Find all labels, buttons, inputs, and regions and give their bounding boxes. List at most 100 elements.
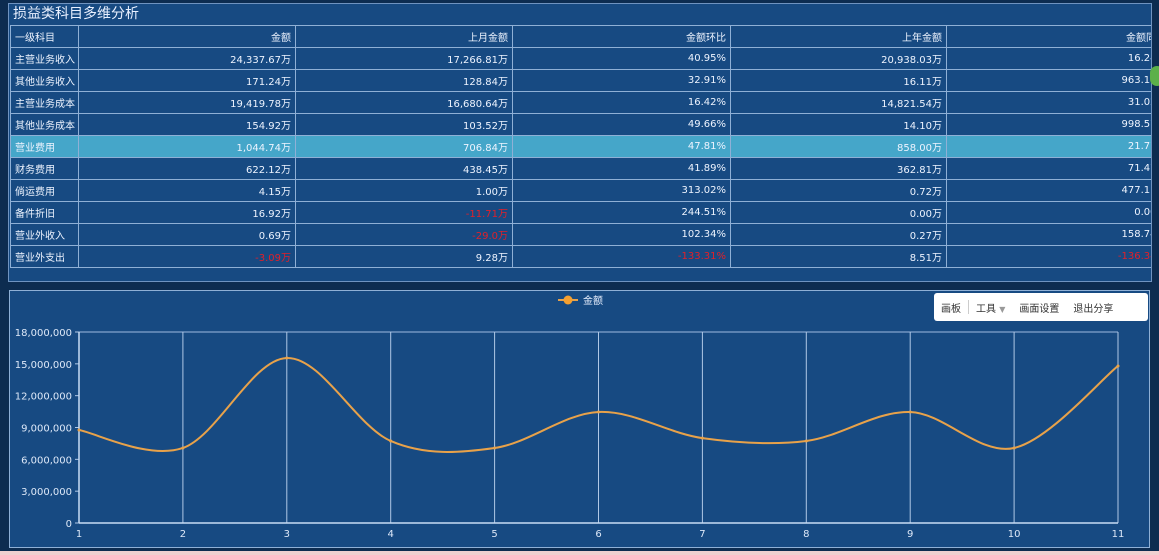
x-tick-label: 2 xyxy=(180,529,186,540)
table-row[interactable]: 主营业务成本 19,419.78万 16,680.64万 16.42% 14,821.5… xyxy=(10,91,1151,114)
line-chart-panel: 1 2 3 4 5 6 7 8 9 10 11 0 3,000,000 6,000,000 9,000,00… xyxy=(9,290,1150,548)
column-header[interactable]: 金额环比 xyxy=(512,25,731,48)
data-point xyxy=(181,446,185,450)
data-point xyxy=(389,439,393,443)
y-tick-label: 12,000,000 xyxy=(15,392,72,403)
table-cell: 477.11% xyxy=(946,179,1151,202)
tools-dropdown[interactable]: 工具 ▼ xyxy=(969,300,1012,315)
row-label: 财务费用 xyxy=(10,157,79,180)
column-header[interactable]: 上年金额 xyxy=(730,25,947,48)
x-tick-label: 3 xyxy=(284,529,290,540)
table-cell: 17,266.81万 xyxy=(295,47,513,70)
table-cell: 19,419.78万 xyxy=(78,91,296,114)
caret-down-icon: ▼ xyxy=(999,304,1006,314)
side-expand-handle[interactable] xyxy=(1150,66,1159,86)
table-cell: -133.31% xyxy=(512,245,731,268)
exit-share-button[interactable]: 退出分享 xyxy=(1073,303,1114,315)
table-cell: 171.24万 xyxy=(78,69,296,92)
table-cell: 8.51万 xyxy=(730,245,947,268)
line-chart: 1 2 3 4 5 6 7 8 9 10 11 0 3,000,000 6,000,000 9,000,00… xyxy=(15,294,1125,540)
profit-loss-table-panel: 损益类科目多维分析 一级科目金额上月金额金额环比上年金额金额同比 主营业务收入2… xyxy=(8,3,1152,282)
board-button[interactable]: 画板 xyxy=(941,303,961,315)
data-table: 一级科目金额上月金额金额环比上年金额金额同比 主营业务收入24,337.67万1… xyxy=(10,25,1151,268)
table-cell: 16,680.64万 xyxy=(295,91,513,114)
table-cell: 16.24% xyxy=(946,47,1151,70)
row-label: 其他业务成本 xyxy=(10,113,79,136)
table-cell: 0.00万 xyxy=(730,201,947,224)
row-label: 备件折旧 xyxy=(10,201,79,224)
table-cell: 706.84万 xyxy=(295,135,513,158)
row-label: 主营业务收入 xyxy=(10,47,79,70)
row-label: 主营业务成本 xyxy=(10,91,79,114)
legend-marker xyxy=(563,295,573,305)
column-header[interactable]: 上月金额 xyxy=(295,25,513,48)
bottom-edge xyxy=(0,551,1159,555)
table-cell: 154.92万 xyxy=(78,113,296,136)
table-cell: 49.66% xyxy=(512,113,731,136)
x-tick-label: 8 xyxy=(803,529,809,540)
table-cell: 313.02% xyxy=(512,179,731,202)
divider xyxy=(968,300,969,314)
data-point xyxy=(493,446,497,450)
x-tick-label: 5 xyxy=(491,529,497,540)
table-cell: 1,044.74万 xyxy=(78,135,296,158)
y-tick-label: 0 xyxy=(66,519,72,530)
table-cell: 47.81% xyxy=(512,135,731,158)
table-cell: 622.12万 xyxy=(78,157,296,180)
x-tick-label: 11 xyxy=(1112,529,1125,540)
table-cell: -136.34% xyxy=(946,245,1151,268)
data-point xyxy=(700,436,704,440)
column-header[interactable]: 一级科目 xyxy=(10,25,79,48)
table-cell: 9.28万 xyxy=(295,245,513,268)
table-cell: 438.45万 xyxy=(295,157,513,180)
data-point xyxy=(597,410,600,414)
table-cell: 963.14% xyxy=(946,69,1151,92)
panel-title: 损益类科目多维分析 xyxy=(13,6,139,22)
table-cell: 4.15万 xyxy=(78,179,296,202)
y-tick-label: 15,000,000 xyxy=(15,360,72,371)
x-tick-label: 6 xyxy=(595,529,601,540)
y-tick-label: 3,000,000 xyxy=(21,487,72,498)
table-cell: 16.11万 xyxy=(730,69,947,92)
table-cell: -11.71万 xyxy=(295,201,513,224)
x-tick-label: 10 xyxy=(1008,529,1021,540)
row-label: 倘运费用 xyxy=(10,179,79,202)
data-point xyxy=(804,439,808,443)
table-cell: 31.02% xyxy=(946,91,1151,114)
table-cell: 244.51% xyxy=(512,201,731,224)
table-cell: 20,938.03万 xyxy=(730,47,947,70)
screen-settings-button[interactable]: 画面设置 xyxy=(1019,303,1060,315)
y-tick-label: 18,000,000 xyxy=(15,328,72,339)
data-point xyxy=(1116,364,1120,368)
table-cell: -29.0万 xyxy=(295,223,513,246)
table-cell: 32.91% xyxy=(512,69,731,92)
table-cell: 858.00万 xyxy=(730,135,947,158)
y-tick-label: 6,000,000 xyxy=(21,455,72,466)
table-cell: 21.77% xyxy=(946,135,1151,158)
table-cell: 71.47% xyxy=(946,157,1151,180)
data-point xyxy=(77,428,81,432)
table-cell: -3.09万 xyxy=(78,245,296,268)
y-tick-label: 9,000,000 xyxy=(21,424,72,435)
table-cell: 41.89% xyxy=(512,157,731,180)
table-cell: 0.27万 xyxy=(730,223,947,246)
table-cell: 1.00万 xyxy=(295,179,513,202)
table-cell: 14.10万 xyxy=(730,113,947,136)
table-row[interactable]: 主营业务收入 24,337.67万 17,266.81万 40.95% 20,938.0… xyxy=(10,47,1151,70)
column-header[interactable]: 金额 xyxy=(78,25,296,48)
tools-label: 工具 xyxy=(976,303,996,315)
table-cell: 16.42% xyxy=(512,91,731,114)
x-tick-label: 9 xyxy=(907,529,913,540)
table-cell: 128.84万 xyxy=(295,69,513,92)
table-cell: 16.92万 xyxy=(78,201,296,224)
column-header[interactable]: 金额同比 xyxy=(946,25,1151,48)
table-cell: 0.00% xyxy=(946,201,1151,224)
